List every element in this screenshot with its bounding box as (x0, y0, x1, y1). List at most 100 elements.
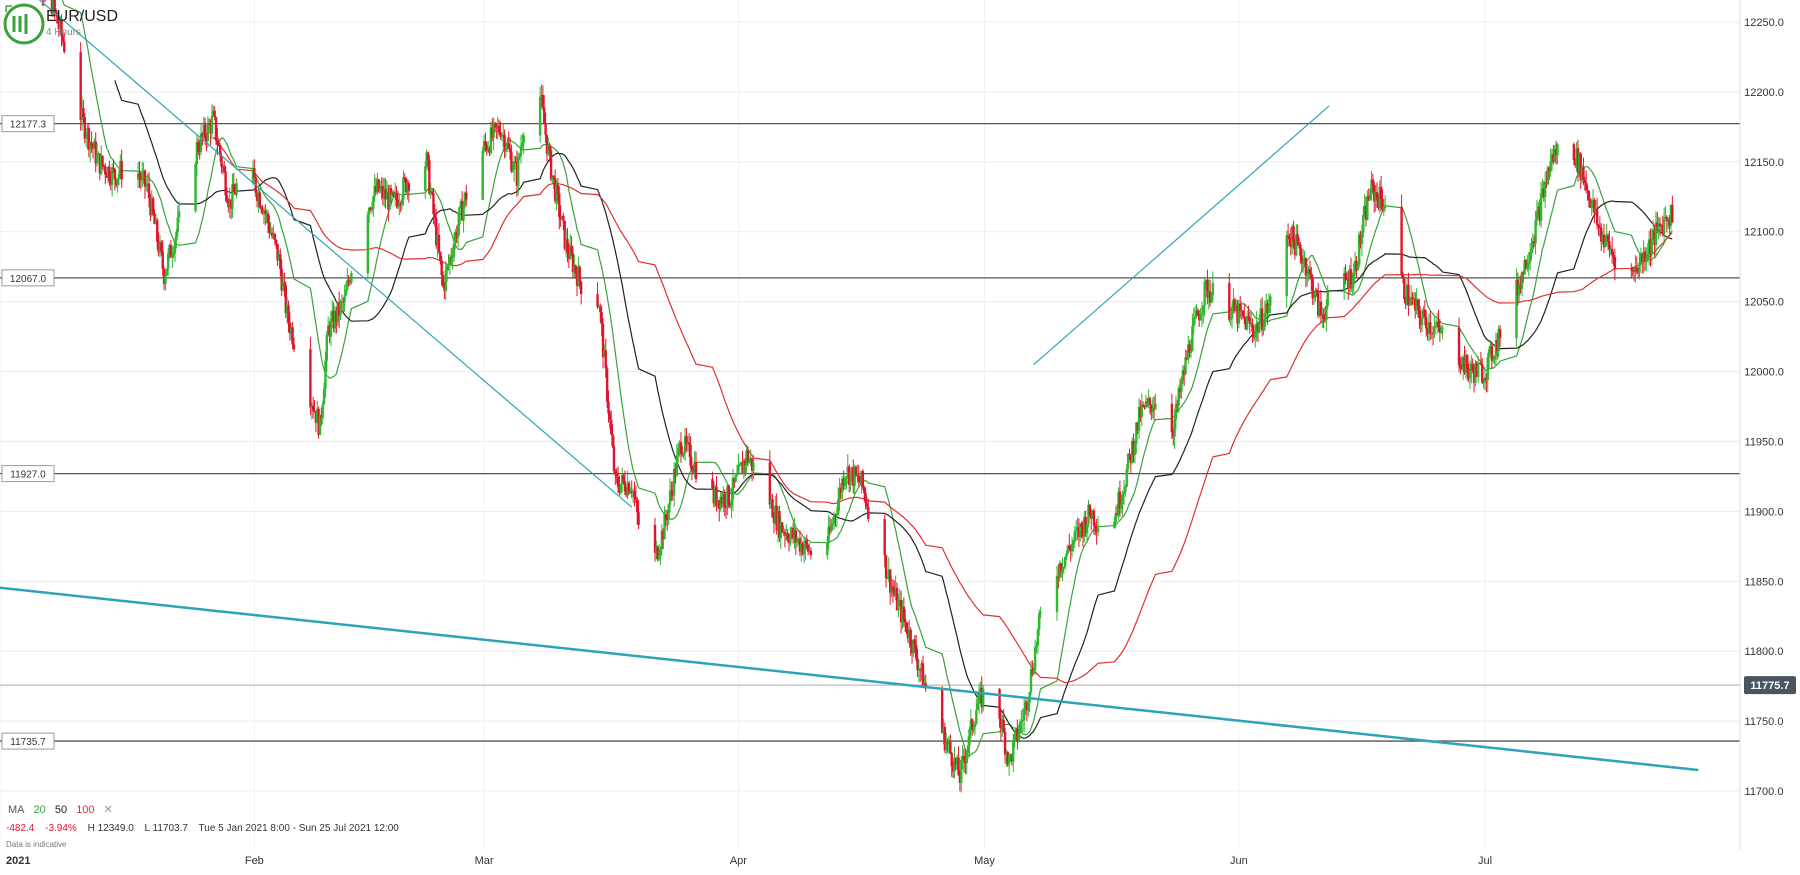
candle-body (1401, 275, 1405, 279)
ma-50-label[interactable]: 50 (54, 804, 68, 816)
candle-body (522, 135, 525, 143)
candle-body (549, 150, 553, 180)
candle-body (225, 195, 229, 203)
candle-body (79, 51, 82, 120)
candle-body (919, 669, 922, 671)
candle-body (893, 590, 896, 596)
candle-body (579, 281, 583, 295)
candle-body (556, 184, 560, 194)
candle-body (1318, 301, 1321, 316)
candle-body (1572, 144, 1576, 161)
x-tick-label: Jul (1478, 855, 1492, 867)
candle-body (384, 189, 387, 200)
candle-body (618, 486, 621, 493)
candle-body (1237, 303, 1241, 324)
candle-body (424, 166, 427, 191)
candle-body (1427, 322, 1431, 334)
candle-body (216, 140, 219, 145)
candle-body (977, 691, 981, 704)
candle-body (735, 473, 739, 476)
y-tick-label: 12150.0 (1744, 157, 1784, 169)
candle-body (1027, 702, 1030, 711)
candle-body (403, 177, 406, 179)
candle-body (511, 169, 514, 172)
candle-body (940, 688, 944, 733)
candle-body (655, 546, 658, 553)
candle-body (981, 688, 985, 708)
candle-body (514, 161, 517, 163)
candle-body (1230, 306, 1234, 319)
candle-body (1150, 405, 1153, 413)
candle-body (259, 207, 263, 210)
candle-body (153, 213, 156, 225)
candle-body (578, 266, 581, 282)
candle-body (634, 497, 638, 500)
candle-body (659, 549, 662, 556)
close-icon[interactable]: ✕ (103, 804, 113, 816)
candle-body (914, 644, 918, 659)
candle-body (1125, 469, 1128, 487)
candle-body (1467, 368, 1470, 379)
candle-body (852, 467, 855, 487)
candle-body (1594, 208, 1597, 214)
candle-body (637, 512, 640, 525)
candle-body (1314, 290, 1317, 298)
level-tag (1, 269, 55, 287)
candle-body (138, 173, 141, 177)
candle-body (316, 408, 319, 423)
candle-body (1411, 297, 1414, 299)
candle-body (615, 473, 618, 477)
ma-100-label[interactable]: 100 (76, 804, 95, 816)
candle-body (1497, 328, 1500, 352)
candle-body (1364, 205, 1368, 220)
candle-body (491, 127, 494, 138)
x-tick-label: 2021 (6, 855, 30, 867)
candle-body (739, 462, 743, 465)
candle-body (435, 218, 438, 246)
ma-20-label[interactable]: 20 (33, 804, 46, 816)
candle-body (1012, 741, 1015, 762)
candle-body (1589, 200, 1592, 208)
candle-body (1515, 279, 1518, 339)
candle-body (1118, 491, 1122, 509)
candle-body (779, 522, 782, 538)
candle-body (596, 294, 599, 307)
candle-body (1057, 576, 1060, 578)
candle-body (1353, 260, 1357, 273)
candle-body (1180, 381, 1183, 392)
candle-body (1141, 404, 1145, 406)
candle-body (388, 188, 391, 210)
candle-body (443, 285, 446, 291)
candle-body (1007, 755, 1011, 765)
candle-body (367, 207, 371, 215)
candle-body (1412, 298, 1416, 300)
candle-body (1405, 284, 1409, 305)
candle-body (1117, 491, 1120, 515)
candle-body (1664, 217, 1667, 219)
candle-body (1297, 242, 1301, 245)
candle-body (1024, 702, 1027, 710)
candle-body (1095, 527, 1098, 533)
y-tick-label: 12050.0 (1744, 297, 1784, 309)
candle-body (656, 546, 659, 560)
candle-body (175, 231, 178, 241)
candle-body (376, 179, 379, 193)
candle-body (521, 142, 524, 147)
candle-body (999, 718, 1003, 729)
candle-body (322, 388, 326, 405)
candle-body (1466, 355, 1469, 369)
candle-body (484, 141, 487, 145)
candle-body (212, 110, 215, 116)
candle-body (687, 442, 691, 445)
candle-body (1115, 512, 1119, 515)
candle-body (741, 462, 744, 473)
candle-body (486, 148, 490, 152)
candle-body (720, 496, 724, 504)
candle-body (1658, 223, 1662, 227)
candle-body (1457, 327, 1461, 365)
candle-body (1066, 545, 1070, 554)
candle-body (884, 555, 888, 579)
candle-body (951, 766, 955, 772)
